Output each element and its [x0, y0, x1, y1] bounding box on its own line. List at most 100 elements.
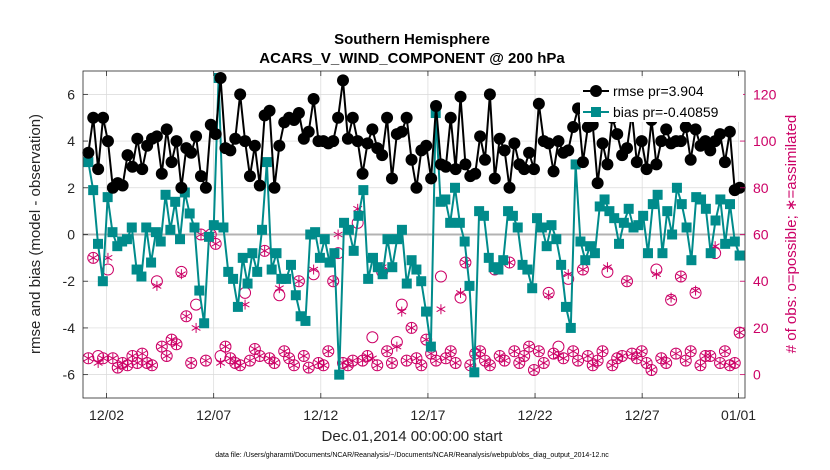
rmse-point — [459, 158, 472, 171]
possible-obs-point — [209, 237, 222, 250]
assimilated-obs-point — [617, 350, 627, 361]
rmse-point — [87, 111, 100, 124]
possible-obs-point — [684, 345, 697, 358]
rmse-point — [430, 100, 443, 113]
assimilated-obs-point — [558, 353, 568, 364]
bias-point — [454, 217, 465, 228]
possible-obs-point — [234, 359, 247, 372]
assimilated-obs-point — [519, 350, 529, 361]
possible-obs-point — [434, 270, 447, 283]
bias-point — [131, 264, 142, 275]
possible-obs-point — [405, 321, 418, 334]
assimilated-obs-point — [323, 346, 333, 357]
assimilated-obs-point — [304, 362, 314, 373]
assimilated-obs-point — [495, 350, 505, 361]
bias-point — [633, 220, 644, 231]
bias-point — [478, 210, 489, 221]
bias-point — [724, 199, 735, 210]
assimilated-obs-point — [162, 350, 172, 361]
rmse-point — [155, 167, 168, 180]
possible-obs-point — [268, 356, 281, 369]
assimilated-obs-point — [113, 362, 123, 373]
bias-point — [150, 227, 161, 238]
bias-point — [570, 159, 581, 170]
bias-point — [237, 252, 248, 263]
rmse-point — [101, 135, 114, 148]
assimilated-obs-point — [186, 357, 196, 368]
assimilated-obs-point — [372, 360, 382, 371]
bias-point — [464, 280, 475, 291]
bias-point — [667, 229, 678, 240]
rmse-point — [292, 107, 305, 120]
assimilated-obs-point — [220, 341, 231, 352]
rmse-point — [444, 111, 457, 124]
assimilated-obs-point — [387, 357, 397, 368]
bias-point — [382, 234, 393, 245]
bias-point — [652, 189, 663, 200]
assimilated-obs-point — [196, 229, 206, 240]
assimilated-obs-point — [255, 350, 265, 361]
rmse-point — [131, 132, 144, 145]
assimilated-obs-point — [666, 292, 676, 303]
assimilated-obs-point — [358, 355, 368, 366]
rmse-point — [655, 135, 668, 148]
assimilated-obs-point — [343, 360, 353, 371]
bias-point — [498, 255, 509, 266]
data-file-footnote: data file: /Users/gharamti/Documents/NCA… — [215, 452, 609, 459]
x-tick-label: 01/01 — [721, 407, 756, 423]
possible-obs-point — [146, 359, 159, 372]
legend-rmse-label: rmse pr=3.904 — [613, 83, 704, 99]
bias-point — [560, 301, 571, 312]
y-tick-label-right: 40 — [753, 273, 769, 289]
y-tick-label-right: 0 — [753, 367, 761, 383]
assimilated-obs-point — [431, 355, 441, 366]
rmse-point — [601, 158, 614, 171]
bias-point — [411, 264, 422, 275]
assimilated-obs-point — [578, 264, 588, 275]
possible-obs-point — [239, 286, 252, 299]
assimilated-obs-point — [152, 280, 162, 291]
bias-point — [165, 224, 176, 235]
legend-rmse-marker — [590, 85, 602, 97]
x-tick-label: 12/02 — [89, 407, 124, 423]
possible-obs-point — [302, 361, 315, 374]
y-axis-label-right: # of obs: o=possible; ∗=assimilated — [783, 115, 800, 354]
assimilated-obs-point — [181, 311, 191, 322]
rmse-point — [640, 163, 653, 176]
assimilated-obs-point — [509, 346, 519, 357]
rmse-point — [425, 172, 438, 185]
bias-point — [199, 318, 210, 329]
bias-point — [609, 213, 620, 224]
rmse-point — [474, 130, 487, 143]
assimilated-obs-point — [681, 355, 691, 366]
rmse-point — [92, 163, 105, 176]
rmse-point — [527, 163, 540, 176]
rmse-point — [684, 153, 697, 166]
assimilated-obs-point — [690, 285, 701, 296]
possible-obs-point — [224, 352, 237, 365]
bias-point — [522, 264, 533, 275]
bias-point — [343, 224, 354, 235]
rmse-point — [302, 125, 315, 138]
possible-obs-point — [483, 359, 496, 372]
rmse-point — [508, 137, 521, 150]
rmse-point — [136, 163, 149, 176]
assimilated-obs-point — [284, 353, 294, 364]
assimilated-obs-point — [720, 346, 730, 357]
rmse-point — [273, 139, 286, 152]
bias-point — [614, 238, 625, 249]
possible-obs-point — [185, 356, 198, 369]
assimilated-obs-point — [382, 346, 392, 357]
possible-obs-point — [567, 345, 580, 358]
possible-obs-point — [518, 349, 531, 362]
possible-obs-point — [449, 356, 462, 369]
rmse-point — [126, 160, 139, 173]
bias-point — [314, 252, 325, 263]
possible-obs-point — [537, 356, 550, 369]
rmse-point — [542, 137, 555, 150]
assimilated-obs-point — [132, 357, 142, 368]
rmse-point — [239, 135, 252, 148]
rmse-point — [116, 179, 129, 192]
possible-obs-point — [674, 270, 687, 283]
rmse-point — [307, 93, 320, 106]
